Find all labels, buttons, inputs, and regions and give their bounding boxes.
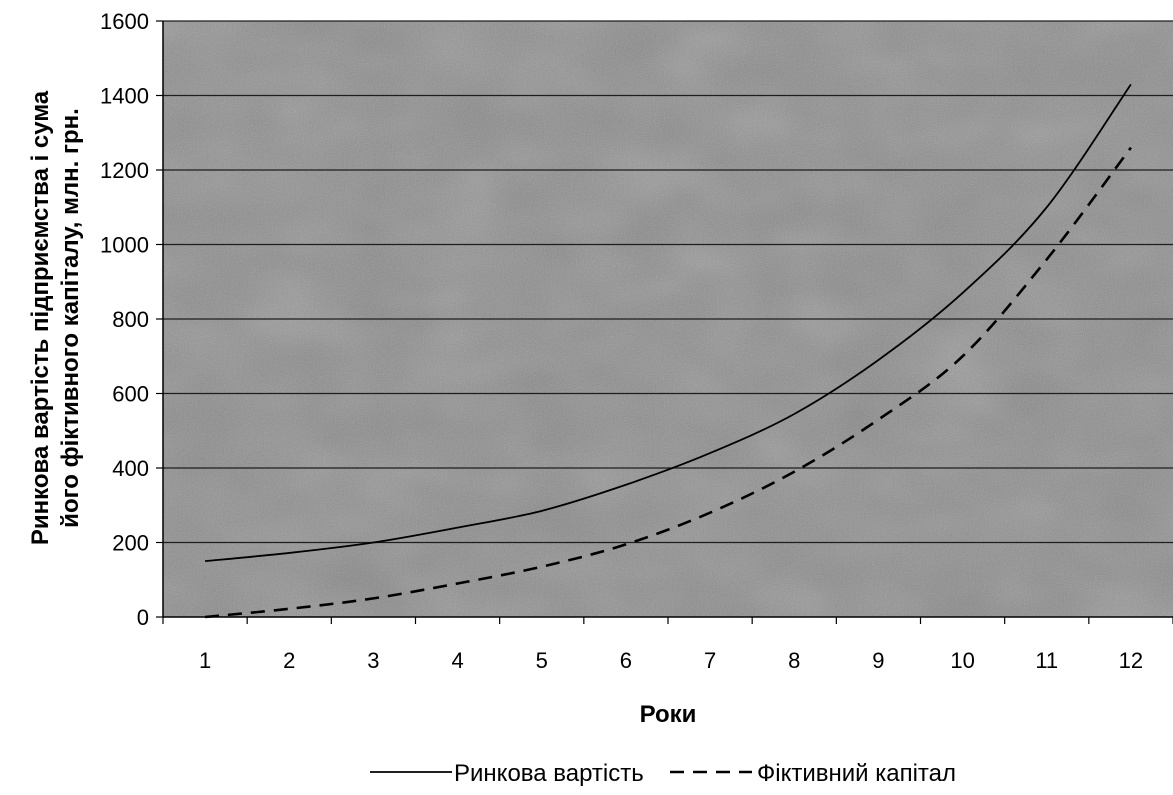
x-tick-label-2: 2	[283, 648, 295, 673]
series-lines	[204, 83, 1132, 619]
x-tick-label-4: 4	[451, 648, 463, 673]
x-tick-label-11: 11	[1035, 648, 1058, 673]
x-tick-label-9: 9	[872, 648, 884, 673]
y-tick-label-800: 800	[112, 307, 149, 332]
y-axis-title-line-1: Ринкова вартість підприємства і сума	[27, 90, 54, 545]
legend-label-0: Ринкова вартість	[454, 760, 644, 787]
gridlines	[163, 20, 1173, 544]
x-tick-label-5: 5	[536, 648, 548, 673]
y-tick-label-1200: 1200	[100, 158, 149, 183]
series-line-0	[204, 83, 1132, 563]
y-tick-label-1000: 1000	[100, 233, 149, 258]
y-tick-label-1400: 1400	[100, 84, 149, 109]
x-tick-label-8: 8	[788, 648, 800, 673]
y-tick-label-0: 0	[137, 605, 149, 630]
x-tick-label-3: 3	[367, 648, 379, 673]
x-tick-label-1: 1	[199, 648, 211, 673]
x-tick-labels: 1 2 3 4 5 6 7 8 9 10 11 12	[199, 648, 1143, 673]
y-axis-title: Ринкова вартість підприємства і сума його…	[27, 90, 84, 545]
x-tick-label-12: 12	[1119, 648, 1143, 673]
legend-label-1: Фіктивний капітал	[757, 760, 956, 787]
axes	[156, 20, 1173, 624]
x-tick-label-7: 7	[704, 648, 716, 673]
legend: Ринкова вартість Фіктивний капітал	[370, 760, 956, 787]
y-tick-label-200: 200	[112, 531, 149, 556]
y-tick-label-400: 400	[112, 456, 149, 481]
x-tick-label-6: 6	[620, 648, 632, 673]
series-line-1	[204, 146, 1132, 619]
y-axis-title-line-2: його фіктивного капіталу, млн. грн.	[57, 108, 84, 528]
y-tick-label-600: 600	[112, 382, 149, 407]
x-axis-title: Роки	[640, 701, 697, 728]
y-tick-labels: 0 200 400 600 800 1000 1200 1400 1600	[100, 9, 149, 630]
x-tick-label-10: 10	[950, 648, 974, 673]
y-tick-label-1600: 1600	[100, 9, 149, 34]
